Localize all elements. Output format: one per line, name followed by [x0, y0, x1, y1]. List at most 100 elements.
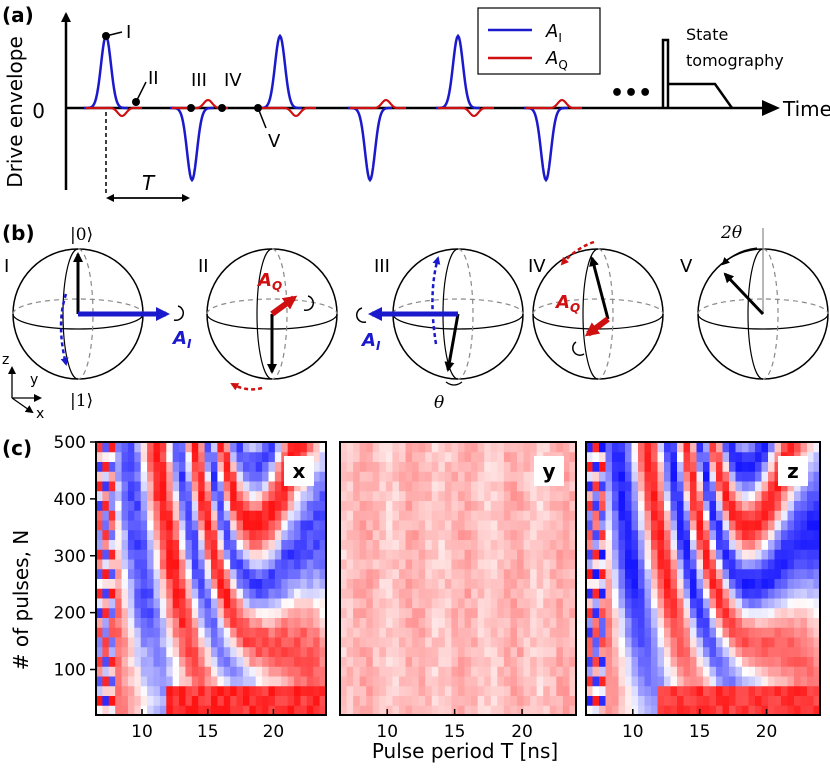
- heatmap-cell: [458, 666, 466, 677]
- heatmap-cell: [319, 578, 327, 589]
- heatmap-cell: [664, 637, 671, 648]
- heatmap-cell: [543, 646, 551, 657]
- heatmap-cell: [115, 520, 123, 531]
- heatmap-cell: [217, 607, 225, 618]
- heatmap-cell: [366, 676, 374, 687]
- heatmap-cell: [153, 705, 161, 716]
- heatmap-cell: [670, 559, 678, 570]
- heatmap-cell: [638, 646, 645, 657]
- heatmap-cell: [102, 520, 110, 531]
- heatmap-cell: [385, 500, 393, 511]
- heatmap-cell: [418, 705, 426, 716]
- heatmap-cell: [755, 471, 762, 482]
- heatmap-cell: [281, 578, 289, 589]
- heatmap-cell: [638, 461, 645, 472]
- heatmap-cell: [748, 646, 756, 657]
- heatmap-cell: [612, 666, 619, 677]
- heatmap-cell: [287, 617, 295, 628]
- heatmap-cell: [497, 646, 505, 657]
- heatmap-cell: [599, 637, 606, 648]
- heatmap-cell: [191, 568, 199, 579]
- heatmap-cell: [385, 471, 393, 482]
- heatmap-cell: [490, 559, 498, 570]
- heatmap-cell: [670, 695, 678, 706]
- heatmap-cell: [346, 451, 354, 462]
- marker-dot-iv: [218, 104, 226, 112]
- heatmap-cell: [523, 646, 531, 657]
- heatmap-cell: [523, 617, 531, 628]
- heatmap-cell: [147, 500, 154, 511]
- heatmap-cell: [703, 549, 710, 560]
- heatmap-cell: [287, 685, 295, 696]
- heatmap-cell: [517, 578, 525, 589]
- heatmap-cell: [185, 617, 193, 628]
- heatmap-cell: [768, 685, 775, 696]
- heatmap-cell: [366, 510, 374, 521]
- heatmap-cell: [372, 481, 380, 492]
- heatmap-cell: [709, 481, 717, 492]
- rotation-path: [59, 293, 69, 366]
- heatmap-cell: [543, 549, 551, 560]
- heatmap-cell: [651, 471, 658, 482]
- heatmap-cell: [185, 471, 193, 482]
- heatmap-cell: [638, 695, 645, 706]
- heatmap-cell: [217, 490, 225, 501]
- heatmap-cell: [644, 490, 652, 501]
- heatmap-cell: [807, 442, 814, 453]
- heatmap-cell: [172, 676, 180, 687]
- heatmap-cell: [690, 490, 697, 501]
- heatmap-cell: [166, 490, 174, 501]
- heatmap-cell: [217, 451, 225, 462]
- heatmap-cell: [683, 588, 691, 599]
- heatmap-cell: [223, 617, 231, 628]
- heatmap-cell: [586, 490, 593, 501]
- heatmap-cell: [306, 559, 314, 570]
- heatmap-cell: [346, 627, 354, 638]
- heatmap-cell: [631, 471, 639, 482]
- heatmap-cell: [249, 568, 257, 579]
- heatmap-cell: [346, 676, 354, 687]
- heatmap-cell: [464, 500, 472, 511]
- heatmap-cell: [625, 500, 632, 511]
- heatmap-cell: [300, 627, 308, 638]
- heatmap-cell: [108, 549, 116, 560]
- y-tick-label: 100: [54, 661, 86, 681]
- heatmap-cell: [255, 539, 263, 550]
- sequence-markers: I II III IV V: [102, 22, 281, 152]
- heatmap-cell: [405, 646, 413, 657]
- heatmap-cell: [102, 627, 110, 638]
- heatmap-cell: [191, 617, 199, 628]
- heatmap-cell: [96, 588, 103, 599]
- heatmap-cell: [664, 646, 671, 657]
- heatmap-cell: [153, 685, 161, 696]
- heatmap-cell: [102, 637, 110, 648]
- heatmap-cell: [755, 598, 762, 609]
- marker-label-ii: II: [148, 68, 159, 89]
- heatmap-cell: [431, 510, 439, 521]
- heatmap-cell: [748, 598, 756, 609]
- heatmap-cell: [249, 598, 257, 609]
- heatmap-cell: [385, 559, 393, 570]
- heatmap-cell: [761, 627, 769, 638]
- heatmap-cell: [412, 559, 420, 570]
- heatmap-cell: [618, 559, 626, 570]
- heatmap-cell: [556, 666, 564, 677]
- heatmap-cell: [536, 510, 544, 521]
- heatmap-cell: [618, 481, 626, 492]
- heatmap-cell: [102, 588, 110, 599]
- heatmap-cell: [703, 568, 710, 579]
- heatmap-cell: [517, 490, 525, 501]
- heatmap-cell: [592, 539, 600, 550]
- heatmap-cell: [651, 549, 658, 560]
- heatmap-cell: [147, 481, 154, 492]
- heatmap-cell: [722, 617, 730, 628]
- tomography-readout-pulse: [668, 82, 734, 109]
- heatmap-cell: [569, 617, 577, 628]
- heatmap-cell: [353, 539, 361, 550]
- heatmap-cell: [638, 529, 645, 540]
- heatmap-cell: [729, 695, 736, 706]
- heatmap-cell: [281, 598, 289, 609]
- y-tick-label: 400: [54, 490, 86, 510]
- heatmap-cell: [451, 666, 459, 677]
- heatmap-cell: [787, 490, 795, 501]
